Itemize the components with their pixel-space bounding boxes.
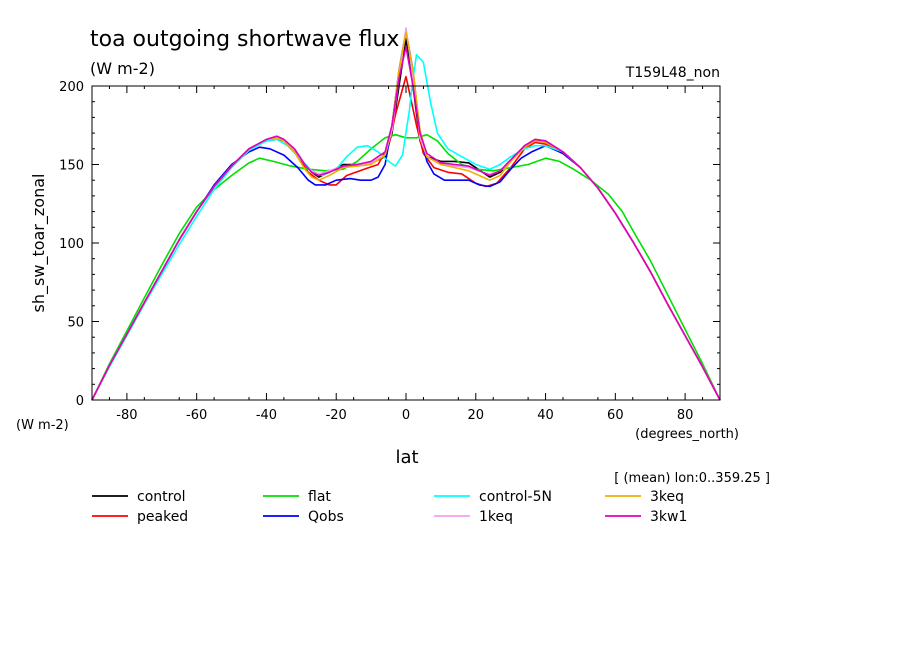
legend-label-qobs: Qobs	[308, 509, 344, 525]
series-line-3kw1	[91, 45, 721, 401]
series-layer	[91, 27, 721, 401]
x-tick-label: -80	[116, 408, 137, 423]
averaging-note: [ (mean) lon:0..359.25 ]	[614, 471, 770, 486]
x-tick-label: 20	[468, 408, 485, 423]
series-line-1keq	[91, 27, 721, 401]
y-axis-units: (W m-2)	[16, 418, 69, 433]
x-tick-label: 80	[677, 408, 694, 423]
legend-label-1keq: 1keq	[479, 509, 513, 525]
x-tick-label: -60	[186, 408, 207, 423]
x-tick-label: 0	[402, 408, 410, 423]
x-tick-label: 40	[537, 408, 554, 423]
y-tick-label: 100	[59, 237, 84, 252]
y-tick-label: 0	[76, 394, 84, 409]
series-line-peaked	[91, 75, 721, 401]
legend: control flat control-5N 3keq peaked Qobs 1keq 3…	[92, 489, 687, 525]
legend-label-3kw1: 3kw1	[650, 509, 687, 525]
axes: -80 -60 -40 -20 0 20 40 60 80 0 50 100 150 200	[59, 80, 721, 423]
x-axis-units: (degrees_north)	[635, 427, 739, 442]
x-tick-label: 60	[607, 408, 624, 423]
legend-label-control-5n: control-5N	[479, 489, 552, 505]
x-tick-label: -40	[256, 408, 277, 423]
series-line-flat	[91, 133, 721, 401]
legend-label-control: control	[137, 489, 186, 505]
legend-label-flat: flat	[308, 489, 331, 505]
legend-label-3keq: 3keq	[650, 489, 684, 505]
legend-label-peaked: peaked	[137, 509, 188, 525]
y-tick-label: 50	[67, 316, 84, 331]
x-axis-label: lat	[395, 447, 418, 468]
chart-title: toa outgoing shortwave flux	[90, 27, 399, 52]
y-axis-label: sh_sw_toar_zonal	[29, 174, 49, 313]
chart-subtitle: (W m-2)	[90, 59, 155, 78]
y-tick-label: 200	[59, 80, 84, 95]
y-tick-label: 150	[59, 159, 84, 174]
run-label: T159L48_non	[625, 65, 720, 81]
x-tick-label: -20	[326, 408, 347, 423]
